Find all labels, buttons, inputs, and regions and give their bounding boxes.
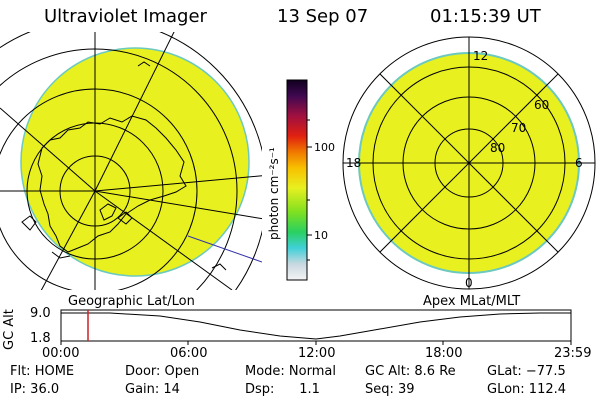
mlat-label-80: 80 [490, 141, 505, 155]
coastline [37, 115, 187, 253]
geo-emission-disk [20, 47, 250, 277]
status-gc-alt: GC Alt: 8.6 Re [365, 364, 456, 379]
altitude-xtick: 18:00 [425, 346, 463, 361]
colorbar-tick-label: 10 [314, 229, 328, 242]
coastline [51, 251, 71, 259]
altitude-xtick: 00:00 [42, 346, 80, 361]
status-flight: Flt: HOME [10, 364, 75, 379]
altitude-ytick: 1.8 [30, 331, 51, 346]
coastline [21, 215, 37, 231]
coastline [117, 211, 133, 225]
mlt-meridian [379, 73, 559, 253]
coastline [211, 263, 227, 271]
coastline [99, 203, 117, 221]
altitude-xtick: 06:00 [170, 346, 208, 361]
geographic-map-label: Geographic Lat/Lon [68, 294, 195, 309]
geo-meridian [40, 190, 96, 290]
status-glat: GLat: −77.5 [487, 364, 566, 379]
apex-map-label: Apex MLat/MLT [423, 294, 521, 309]
altitude-xtick: 12:00 [298, 346, 336, 361]
date-label: 13 Sep 07 [277, 6, 369, 27]
status-seq: Seq: 39 [365, 382, 415, 397]
mlt-label-0: 0 [465, 276, 473, 290]
status-ip: IP: 36.0 [10, 382, 60, 397]
instrument-title: Ultraviolet Imager [44, 6, 207, 27]
colorbar-tick-label: 100 [314, 141, 335, 154]
mlt-label-18: 18 [346, 156, 361, 170]
altitude-curve [61, 312, 571, 340]
altitude-panel [60, 309, 572, 345]
altitude-xtick: 23:59 [554, 346, 592, 361]
colorbar: 100 10 photon cm⁻²s⁻¹ [267, 79, 335, 281]
geo-meridian [94, 175, 262, 192]
apex-map: 12 18 6 0 60 70 80 [342, 36, 596, 290]
status-dsp: Dsp: 1.1 [245, 382, 320, 397]
mlat-label-60: 60 [534, 98, 549, 112]
geo-meridian [94, 190, 262, 220]
mlt-label-12: 12 [473, 49, 488, 63]
status-door: Door: Open [125, 364, 200, 379]
altitude-ylabel: GC Alt [2, 309, 17, 350]
orbit-track [187, 235, 262, 263]
colorbar-unit-label: photon cm⁻²s⁻¹ [267, 147, 281, 240]
mlat-label-70: 70 [511, 121, 526, 135]
coastline [137, 61, 151, 67]
geo-meridian [0, 107, 96, 192]
geographic-map [0, 32, 262, 290]
status-glon: GLon: 112.4 [487, 382, 567, 397]
geo-meridian [94, 32, 175, 192]
geo-meridian [94, 190, 233, 290]
status-gain: Gain: 14 [125, 382, 180, 397]
colorbar-gradient [286, 79, 308, 281]
mlt-label-6: 6 [575, 156, 583, 170]
time-label: 01:15:39 UT [430, 6, 541, 27]
status-mode: Mode: Normal [245, 364, 336, 379]
altitude-ytick: 9.0 [30, 306, 51, 321]
